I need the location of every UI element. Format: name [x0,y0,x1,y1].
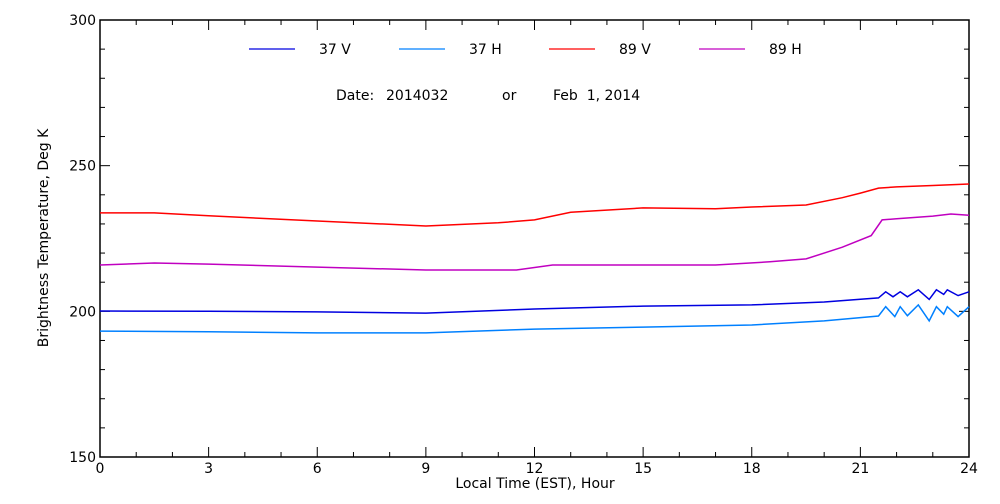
series-line-37-h [99,303,970,334]
x-tick-label: 18 [743,461,761,477]
series-line-89-h [99,213,970,271]
date-label: Date: [336,88,374,104]
plot-frame [99,19,970,458]
x-tick-label: 9 [421,461,430,477]
y-axis-label: Brightness Temperature, Deg K [36,128,52,347]
y-tick-label: 250 [69,159,96,175]
x-tick-label: 24 [960,461,978,477]
x-tick-label: 12 [526,461,544,477]
y-tick-label: 150 [69,450,96,466]
legend-label: 37 V [319,42,351,58]
series-line-37-v [99,288,970,314]
legend-label: 89 H [769,42,802,58]
or-label: or [502,88,517,104]
series-line-89-v [100,183,970,227]
y-tick-label: 200 [69,304,96,320]
x-tick-label: 15 [634,461,652,477]
x-axis-label: Local Time (EST), Hour [455,476,615,492]
x-tick-label: 6 [313,461,322,477]
date-text: Feb 1, 2014 [553,88,640,104]
legend-label: 37 H [469,42,502,58]
x-tick-label: 0 [96,461,105,477]
y-tick-label: 300 [69,13,96,29]
legend-label: 89 V [619,42,651,58]
date-code: 2014032 [386,88,448,104]
x-tick-label: 21 [851,461,869,477]
x-tick-label: 3 [204,461,213,477]
